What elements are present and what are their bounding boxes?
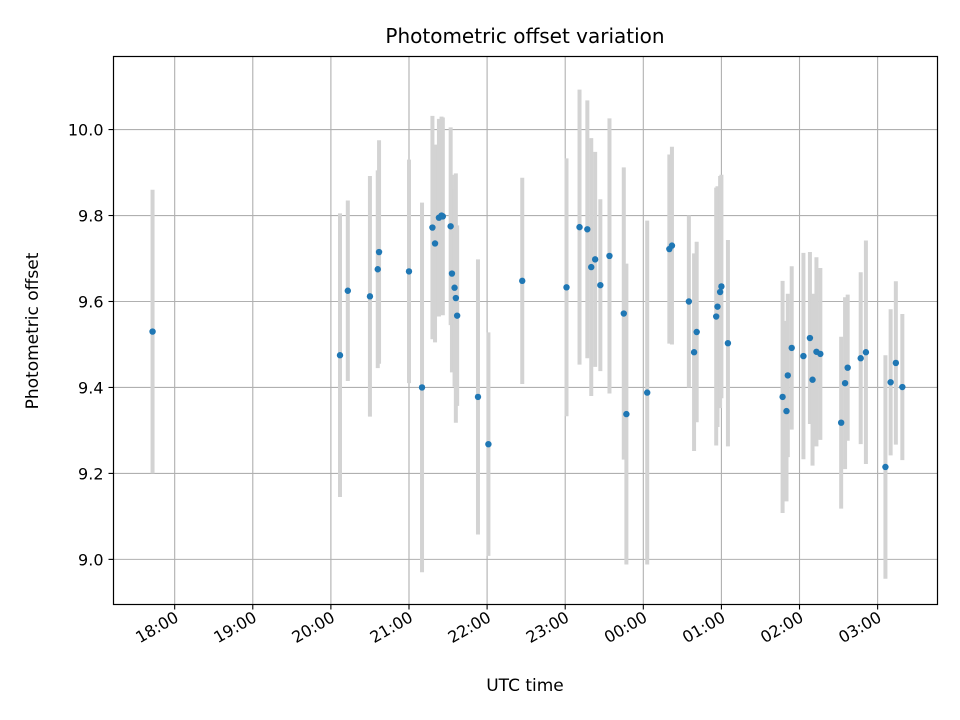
data-point: [718, 283, 725, 290]
y-tick-label: 9.2: [78, 464, 103, 483]
data-point: [576, 223, 583, 231]
y-tick-label: 9.4: [78, 378, 103, 397]
data-point: [453, 312, 461, 319]
data-point: [714, 303, 721, 310]
data-point: [713, 313, 720, 320]
data-point: [693, 328, 700, 336]
plot-frame: [112, 55, 939, 606]
data-point: [447, 223, 454, 230]
data-point: [149, 328, 156, 335]
data-point: [563, 284, 570, 291]
data-point: [806, 334, 814, 342]
chart-title: Photometric offset variation: [385, 24, 664, 48]
data-point: [800, 352, 807, 360]
y-tick-label: 9.0: [78, 550, 103, 569]
data-point: [405, 268, 413, 275]
data-point: [837, 419, 845, 426]
y-axis-ticks: 9.0 9.2 9.4 9.6 9.8 10.0: [68, 121, 114, 569]
data-point: [862, 349, 870, 356]
data-point: [474, 393, 482, 401]
data-point: [588, 263, 595, 271]
data-point: [685, 298, 693, 305]
data-point: [887, 379, 894, 386]
y-tick-label: 9.8: [78, 207, 103, 226]
data-point: [431, 240, 439, 247]
data-point: [668, 242, 676, 249]
data-point: [623, 410, 630, 418]
y-axis-label: Photometric offset: [23, 252, 43, 409]
data-point: [620, 310, 627, 317]
data-point: [591, 256, 599, 263]
data-point: [452, 294, 460, 302]
data-point: [606, 252, 613, 260]
data-point: [584, 226, 591, 233]
data-point: [519, 277, 526, 285]
data-point: [844, 364, 851, 371]
data-point: [784, 372, 792, 379]
data-point: [418, 384, 426, 391]
data-point: [429, 224, 436, 231]
grid: [113, 56, 938, 605]
data-point: [841, 379, 849, 387]
data-point: [809, 376, 816, 383]
data-point: [448, 270, 456, 277]
y-tick-label: 9.6: [78, 292, 103, 311]
data-point: [451, 284, 458, 291]
y-tick-label: 10.0: [68, 121, 104, 140]
data-point: [817, 350, 824, 358]
data-point: [375, 248, 383, 256]
data-point: [882, 463, 889, 471]
data-point: [892, 359, 900, 367]
data-point: [788, 344, 795, 352]
data-point: [344, 287, 352, 294]
data-point: [857, 355, 864, 362]
data-point: [899, 383, 906, 391]
data-point: [485, 440, 492, 448]
data-point: [690, 349, 698, 356]
data-point: [724, 339, 732, 347]
data-point: [439, 213, 447, 220]
data-point: [716, 288, 724, 296]
data-point: [644, 389, 651, 396]
x-axis-label: UTC time: [486, 676, 564, 696]
data-point: [374, 266, 381, 273]
data-point: [366, 293, 374, 300]
data-point: [783, 407, 790, 415]
data-point: [597, 281, 604, 289]
data-point: [336, 352, 344, 359]
data-points: [149, 212, 906, 471]
data-point: [779, 393, 786, 401]
